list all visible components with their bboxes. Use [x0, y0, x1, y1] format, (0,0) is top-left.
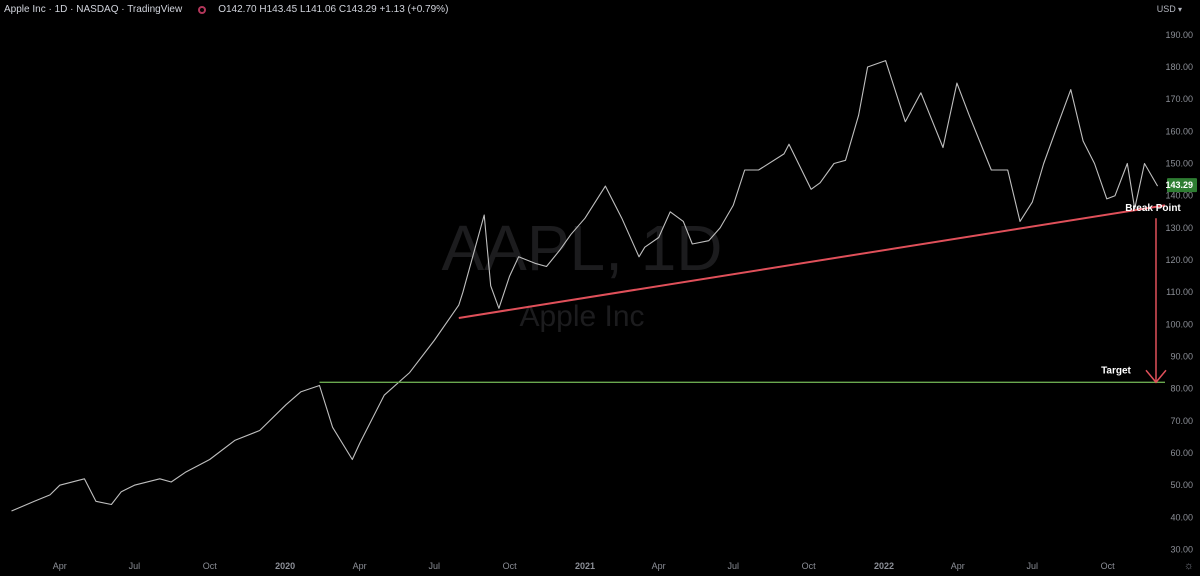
down-arrow-head [1145, 369, 1167, 384]
y-axis[interactable]: 190.00 180.00 170.00 160.00 150.00 140.00 130.… [1165, 30, 1197, 555]
y-tick-label: 160.00 [1165, 126, 1193, 136]
ohlc-values: O142.70 H143.45 L141.06 C143.29 +1.13 (+… [218, 4, 449, 15]
drawings: Break Point Target [319, 203, 1181, 384]
y-tick-label: 190.00 [1165, 30, 1193, 40]
chart-header: Apple Inc · 1D · NASDAQ · TradingView O1… [4, 4, 448, 15]
x-tick-label: Oct [503, 561, 518, 571]
support-trendline [458, 204, 1166, 319]
y-tick-label: 110.00 [1166, 287, 1193, 297]
y-tick-label: 180.00 [1165, 62, 1193, 72]
y-tick-label: 60.00 [1170, 448, 1193, 458]
x-tick-label: Oct [1101, 561, 1116, 571]
last-price-label: 143.29 [1165, 180, 1193, 190]
x-tick-label: 2020 [275, 561, 295, 571]
x-tick-label: Apr [652, 561, 666, 571]
x-tick-label: 2022 [874, 561, 894, 571]
y-tick-label: 140.00 [1165, 191, 1193, 201]
y-tick-label: 50.00 [1170, 480, 1193, 490]
market-status-icon[interactable] [198, 5, 207, 14]
symbol-title[interactable]: Apple Inc · 1D · NASDAQ · TradingView [4, 4, 183, 15]
x-tick-label: Apr [951, 561, 965, 571]
x-tick-label: Jul [428, 561, 440, 571]
y-tick-label: 170.00 [1165, 94, 1193, 104]
x-tick-label: 2021 [575, 561, 595, 571]
currency-selector[interactable]: USD [1157, 4, 1182, 14]
y-tick-label: 80.00 [1170, 384, 1193, 394]
price-series [11, 60, 1159, 512]
y-tick-label: 130.00 [1165, 223, 1193, 233]
target-label: Target [1101, 365, 1131, 376]
y-tick-label: 70.00 [1170, 416, 1193, 426]
y-tick-label: 150.00 [1165, 159, 1193, 169]
x-tick-label: Oct [203, 561, 218, 571]
watermark-ticker: AAPL, 1D [441, 212, 722, 284]
break-point-label: Break Point [1125, 203, 1181, 214]
x-tick-label: Apr [353, 561, 367, 571]
y-tick-label: 90.00 [1170, 352, 1193, 362]
watermark: AAPL, 1D Apple Inc [441, 212, 722, 333]
price-line [11, 60, 1159, 512]
last-price-badge [1167, 178, 1197, 193]
x-tick-label: Jul [727, 561, 739, 571]
x-tick-label: Apr [53, 561, 67, 571]
x-axis[interactable]: Apr Jul Oct 2020 Apr Jul Oct 2021 Apr Jul Oct 2022 A… [53, 561, 1115, 571]
x-tick-label: Jul [129, 561, 141, 571]
x-tick-label: Oct [802, 561, 817, 571]
y-tick-label: 40.00 [1170, 512, 1193, 522]
y-tick-label: 100.00 [1165, 319, 1193, 329]
y-tick-label: 30.00 [1170, 545, 1193, 555]
x-tick-label: Jul [1027, 561, 1039, 571]
settings-gear-icon[interactable]: ☼ [1183, 560, 1194, 572]
y-tick-label: 120.00 [1165, 255, 1193, 265]
